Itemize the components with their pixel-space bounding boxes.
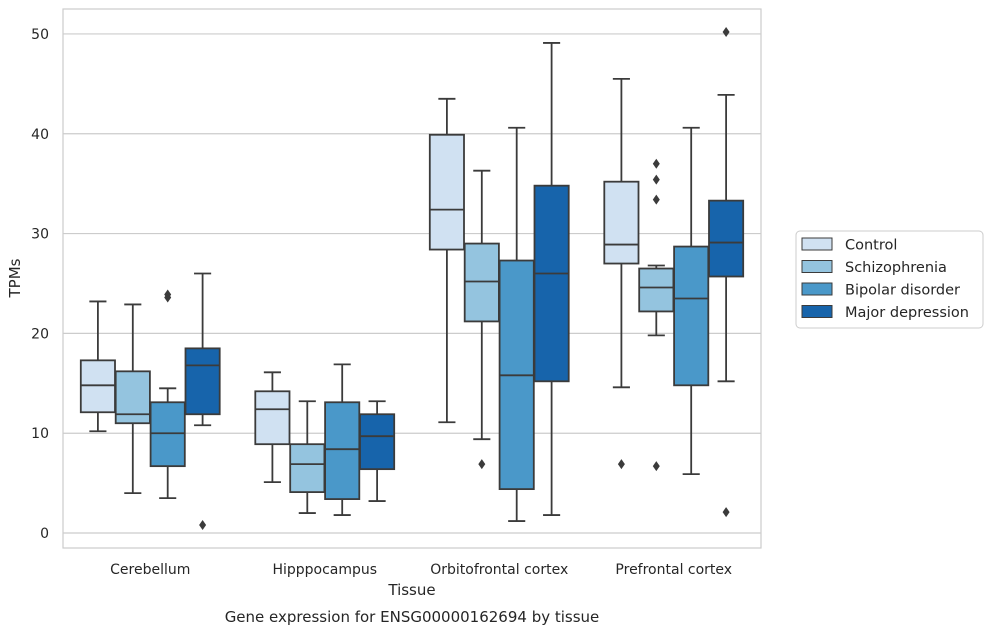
legend-swatch	[801, 237, 833, 251]
box-iqr	[708, 199, 745, 278]
outlier-point	[722, 26, 730, 37]
box-major-depression	[359, 400, 396, 502]
box-iqr	[324, 401, 361, 500]
box-bipolar-disorder	[149, 289, 186, 499]
box-schizophrenia	[638, 158, 675, 472]
box-iqr	[533, 184, 570, 383]
box-major-depression	[533, 42, 570, 516]
outlier-point	[199, 520, 207, 531]
outlier-point	[722, 507, 730, 518]
box-iqr	[638, 267, 675, 313]
legend-label: Bipolar disorder	[845, 283, 960, 299]
legend-label: Control	[845, 238, 897, 254]
x-tick-label: Orbitofrontal cortex	[430, 562, 568, 578]
box-control	[603, 77, 640, 470]
outlier-point	[478, 459, 486, 470]
box-iqr	[254, 390, 291, 446]
y-tick-labels: 0 10 20 30 40 50	[31, 27, 49, 542]
box-layer	[79, 26, 745, 531]
x-tick-label: Hipppocampus	[272, 562, 377, 578]
y-tick-label: 50	[31, 27, 49, 43]
box-iqr	[673, 245, 710, 387]
legend-swatch	[801, 260, 833, 273]
y-tick-label: 10	[31, 426, 49, 442]
box-iqr	[149, 401, 186, 468]
legend-label: Major depression	[845, 305, 969, 321]
box-bipolar-disorder	[673, 126, 710, 476]
box-schizophrenia	[114, 303, 151, 495]
y-tick-label: 40	[31, 127, 49, 143]
y-axis-label: TPMs	[6, 258, 24, 298]
chart-caption: Gene expression for ENSG00000162694 by t…	[225, 608, 600, 626]
outlier-point	[164, 289, 172, 300]
box-major-depression	[184, 272, 221, 531]
box-control	[428, 97, 465, 424]
outlier-point	[652, 194, 660, 205]
legend-frame	[795, 230, 984, 329]
x-tick-label: Cerebellum	[110, 562, 190, 578]
legend-swatch	[801, 305, 833, 318]
box-bipolar-disorder	[324, 363, 361, 516]
box-iqr	[79, 359, 116, 414]
outlier-point	[652, 174, 660, 185]
legend-label: Schizophrenia	[845, 260, 947, 276]
y-tick-label: 20	[31, 326, 49, 342]
box-control	[254, 371, 291, 484]
box-major-depression	[708, 26, 745, 518]
plot-frame	[62, 8, 762, 549]
box-iqr	[114, 370, 151, 425]
legend-swatch	[801, 282, 833, 296]
outlier-point	[652, 158, 660, 169]
box-iqr	[289, 443, 326, 494]
y-tick-label: 0	[40, 526, 49, 542]
legend: Control Schizophrenia Bipolar disorder Majo…	[795, 230, 984, 329]
x-tick-label: Prefrontal cortex	[615, 562, 732, 578]
box-schizophrenia	[463, 169, 500, 470]
outlier-point	[652, 461, 660, 472]
box-iqr	[463, 242, 500, 323]
y-tick-label: 30	[31, 227, 49, 243]
box-iqr	[359, 413, 396, 471]
x-tick-labels: Cerebellum Hipppocampus Orbitofrontal cort…	[110, 562, 732, 578]
outlier-point	[617, 459, 625, 470]
box-iqr	[428, 133, 465, 251]
box-iqr	[603, 180, 640, 265]
x-axis-label: Tissue	[387, 581, 435, 599]
box-iqr	[184, 347, 221, 416]
